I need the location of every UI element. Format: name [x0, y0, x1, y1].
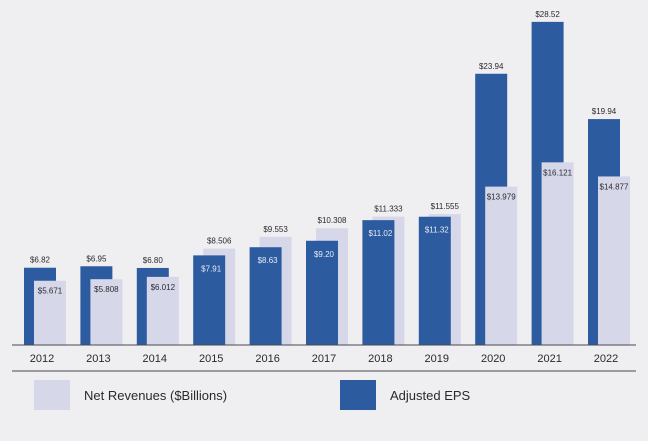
- x-tick-label: 2018: [368, 353, 392, 365]
- bar-revenue: [90, 279, 123, 345]
- data-label-revenue: $5.808: [94, 285, 119, 294]
- bar-eps: [306, 240, 338, 345]
- legend-swatch-revenue: [34, 380, 70, 410]
- x-tick-label: 2017: [312, 353, 336, 365]
- data-label-revenue: $11.555: [431, 202, 460, 211]
- x-tick-label: 2019: [425, 353, 449, 365]
- bar-eps: [362, 220, 395, 345]
- data-label-revenue: $5.671: [38, 287, 63, 296]
- x-tick-label: 2020: [481, 353, 505, 365]
- legend-swatch-eps: [340, 380, 376, 410]
- data-label-eps: $11.32: [425, 226, 449, 235]
- x-tick-label: 2015: [199, 353, 223, 365]
- data-label-eps: $6.95: [86, 254, 107, 263]
- data-label-revenue: $11.333: [374, 205, 403, 214]
- data-label-eps: $7.91: [201, 264, 222, 273]
- bar-revenue: [485, 186, 518, 345]
- data-label-eps: $6.82: [30, 256, 51, 265]
- bar-revenue: [598, 176, 630, 345]
- bar-eps: [249, 247, 282, 345]
- x-tick-label: 2013: [86, 353, 110, 365]
- data-label-revenue: $6.012: [151, 283, 176, 292]
- legend-item-eps: Adjusted EPS: [340, 380, 470, 410]
- data-label-eps: $9.20: [314, 250, 335, 259]
- data-label-eps: $8.63: [258, 256, 279, 265]
- data-label-eps: $19.94: [592, 107, 617, 116]
- bar-eps: [193, 255, 226, 345]
- x-tick-label: 2016: [255, 353, 279, 365]
- bar-revenue: [541, 162, 574, 345]
- legend-item-revenue: Net Revenues ($Billions): [34, 380, 227, 410]
- legend: Net Revenues ($Billions) Adjusted EPS: [0, 380, 648, 412]
- x-tick-label: 2014: [143, 353, 167, 365]
- data-label-revenue: $14.877: [600, 182, 629, 191]
- data-label-eps: $11.02: [368, 229, 392, 238]
- legend-label-eps: Adjusted EPS: [390, 387, 471, 403]
- x-tick-label: 2022: [594, 353, 618, 365]
- data-label-revenue: $10.308: [318, 216, 347, 225]
- data-label-revenue: $9.553: [263, 225, 288, 234]
- bar-eps: [418, 216, 451, 345]
- data-label-eps: $23.94: [479, 62, 504, 71]
- x-tick-label: 2012: [30, 353, 54, 365]
- data-label-eps: $6.80: [143, 256, 164, 265]
- data-label-revenue: $13.979: [487, 193, 516, 202]
- data-label-revenue: $8.506: [207, 237, 232, 246]
- bar-revenue: [34, 280, 66, 345]
- legend-label-revenue: Net Revenues ($Billions): [84, 387, 228, 403]
- x-tick-label: 2021: [537, 353, 561, 365]
- data-label-revenue: $16.121: [543, 168, 572, 177]
- data-label-eps: $28.52: [535, 10, 560, 19]
- bar-revenue: [146, 276, 179, 345]
